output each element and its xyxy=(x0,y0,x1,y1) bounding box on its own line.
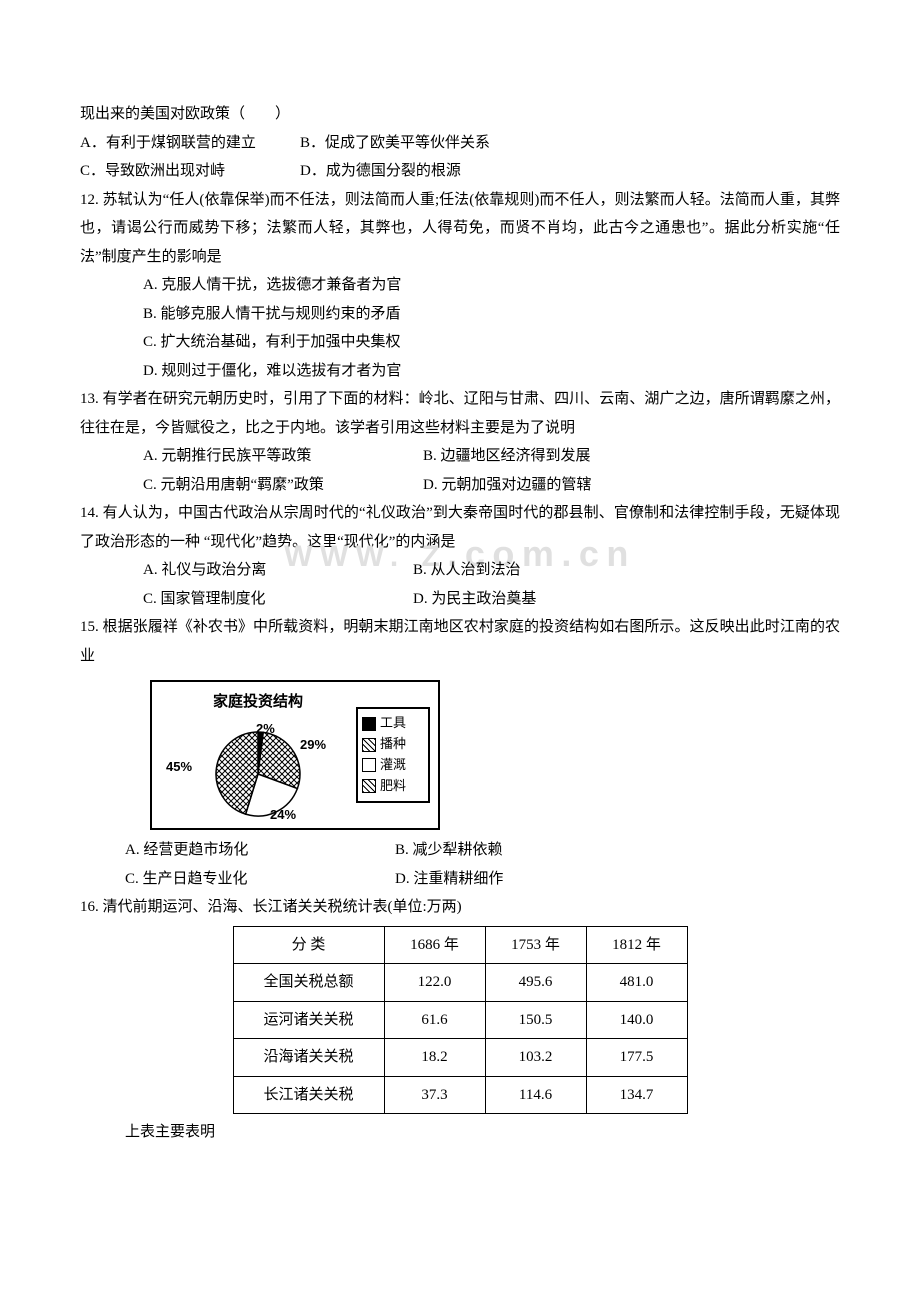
table-cell: 114.6 xyxy=(485,1076,586,1114)
table-row: 沿海诸关关税 18.2 103.2 177.5 xyxy=(233,1039,687,1077)
table-cell: 61.6 xyxy=(384,1001,485,1039)
table-cell: 140.0 xyxy=(586,1001,687,1039)
table-row: 运河诸关关税 61.6 150.5 140.0 xyxy=(233,1001,687,1039)
q16-tail: 上表主要表明 xyxy=(125,1118,840,1147)
table-cell: 全国关税总额 xyxy=(233,964,384,1002)
q11-option-c[interactable]: C．导致欧洲出现对峙 xyxy=(80,157,300,186)
q12-option-c[interactable]: C. 扩大统治基础，有利于加强中央集权 xyxy=(143,328,840,357)
q12-option-b[interactable]: B. 能够克服人情干扰与规则约束的矛盾 xyxy=(143,300,840,329)
q11-option-b[interactable]: B．促成了欧美平等伙伴关系 xyxy=(300,129,490,158)
pct-29: 29% xyxy=(300,733,326,758)
table-header: 分 类 xyxy=(233,926,384,964)
table-cell: 103.2 xyxy=(485,1039,586,1077)
table-row: 长江诸关关税 37.3 114.6 134.7 xyxy=(233,1076,687,1114)
chart-legend: 工具 播种 灌溉 肥料 xyxy=(356,707,430,802)
q15-option-b[interactable]: B. 减少犁耕依赖 xyxy=(395,836,503,865)
q15-option-d[interactable]: D. 注重精耕细作 xyxy=(395,865,503,894)
table-cell: 122.0 xyxy=(384,964,485,1002)
q13-stem: 13. 有学者在研究元朝历史时，引用了下面的材料：岭北、辽阳与甘肃、四川、云南、… xyxy=(80,385,840,442)
q11-option-a[interactable]: A．有利于煤钢联营的建立 xyxy=(80,129,300,158)
q12-stem: 12. 苏轼认为“任人(依靠保举)而不任法，则法简而人重;任法(依靠规则)而不任… xyxy=(80,186,840,272)
q11-option-d[interactable]: D．成为德国分裂的根源 xyxy=(300,157,461,186)
q13-option-d[interactable]: D. 元朝加强对边疆的管辖 xyxy=(423,471,591,500)
table-cell: 177.5 xyxy=(586,1039,687,1077)
q14-option-d[interactable]: D. 为民主政治奠基 xyxy=(413,585,536,614)
q12-option-a[interactable]: A. 克服人情干扰，选拔德才兼备者为官 xyxy=(143,271,840,300)
table-header: 1812 年 xyxy=(586,926,687,964)
q13-option-a[interactable]: A. 元朝推行民族平等政策 xyxy=(143,442,423,471)
q11-tail: 现出来的美国对欧政策（ ） xyxy=(80,100,840,129)
q13-option-c[interactable]: C. 元朝沿用唐朝“羁縻”政策 xyxy=(143,471,423,500)
investment-pie-chart: 家庭投资结构 xyxy=(150,680,440,830)
legend-label: 播种 xyxy=(380,734,406,755)
table-cell: 18.2 xyxy=(384,1039,485,1077)
q15-stem: 15. 根据张履祥《补农书》中所载资料，明朝末期江南地区农村家庭的投资结构如右图… xyxy=(80,613,840,670)
table-cell: 495.6 xyxy=(485,964,586,1002)
legend-label: 肥料 xyxy=(380,776,406,797)
tariff-table: 分 类 1686 年 1753 年 1812 年 全国关税总额 122.0 49… xyxy=(233,926,688,1115)
pct-45: 45% xyxy=(166,755,192,780)
chart-title: 家庭投资结构 xyxy=(160,688,356,717)
pct-24: 24% xyxy=(270,803,296,828)
q14-option-c[interactable]: C. 国家管理制度化 xyxy=(143,585,413,614)
q13-option-b[interactable]: B. 边疆地区经济得到发展 xyxy=(423,442,591,471)
table-row: 分 类 1686 年 1753 年 1812 年 xyxy=(233,926,687,964)
table-header: 1686 年 xyxy=(384,926,485,964)
q14-option-b[interactable]: B. 从人治到法治 xyxy=(413,556,521,585)
q14-option-a[interactable]: A. 礼仪与政治分离 xyxy=(143,556,413,585)
legend-label: 灌溉 xyxy=(380,755,406,776)
q12-option-d[interactable]: D. 规则过于僵化，难以选拔有才者为官 xyxy=(143,357,840,386)
table-cell: 37.3 xyxy=(384,1076,485,1114)
legend-label: 工具 xyxy=(380,713,406,734)
pct-2: 2% xyxy=(256,717,275,742)
table-cell: 运河诸关关税 xyxy=(233,1001,384,1039)
table-header: 1753 年 xyxy=(485,926,586,964)
table-cell: 134.7 xyxy=(586,1076,687,1114)
q15-option-c[interactable]: C. 生产日趋专业化 xyxy=(125,865,395,894)
table-cell: 长江诸关关税 xyxy=(233,1076,384,1114)
table-row: 全国关税总额 122.0 495.6 481.0 xyxy=(233,964,687,1002)
table-cell: 沿海诸关关税 xyxy=(233,1039,384,1077)
table-cell: 481.0 xyxy=(586,964,687,1002)
table-cell: 150.5 xyxy=(485,1001,586,1039)
q16-stem: 16. 清代前期运河、沿海、长江诸关关税统计表(单位:万两) xyxy=(80,893,840,922)
q15-option-a[interactable]: A. 经营更趋市场化 xyxy=(125,836,395,865)
